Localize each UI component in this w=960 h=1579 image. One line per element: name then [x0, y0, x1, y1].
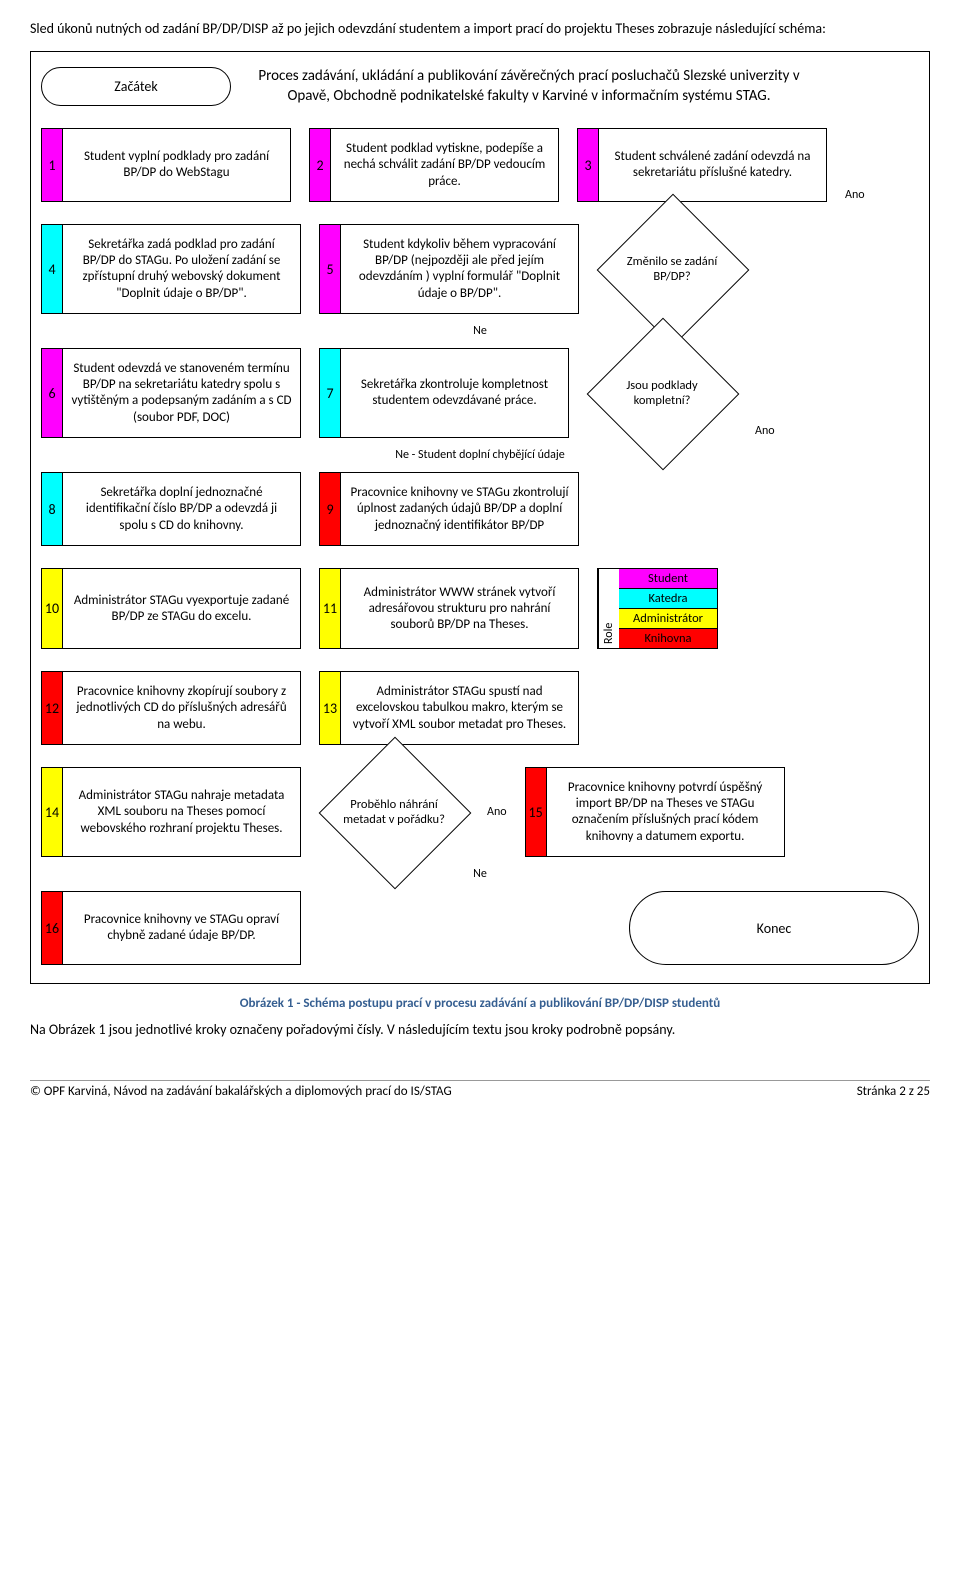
step-1: 1 Student vyplní podklady pro zadání BP/… — [41, 128, 291, 202]
decision-7: Jsou podklady kompletní? — [587, 348, 737, 438]
step-5-text: Student kdykoliv během vypracování BP/DP… — [341, 225, 578, 313]
role-cell: Katedra — [619, 589, 717, 609]
end-node: Konec — [629, 891, 919, 965]
step-8-num: 8 — [42, 473, 63, 545]
step-7-text: Sekretářka zkontroluje kompletnost stude… — [341, 349, 568, 437]
process-header: Proces zadávání, ukládání a publikování … — [249, 66, 809, 107]
step-3-text: Student schválené zadání odevzdá na sekr… — [599, 129, 826, 201]
role-cell: Student — [619, 569, 717, 589]
step-14-num: 14 — [42, 768, 63, 856]
figure-caption: Obrázek 1 - Schéma postupu prací v proce… — [30, 996, 930, 1011]
step-3: 3 Student schválené zadání odevzdá na se… — [577, 128, 827, 202]
decision-7-text: Jsou podklady kompletní? — [607, 378, 717, 408]
roles-legend-label: Role — [598, 569, 619, 648]
step-15-num: 15 — [526, 768, 547, 856]
step-11: 11 Administrátor WWW stránek vytvoří adr… — [319, 568, 579, 649]
step-1-num: 1 — [42, 129, 63, 201]
step-11-text: Administrátor WWW stránek vytvoří adresá… — [341, 569, 578, 648]
step-14-text: Administrátor STAGu nahraje metadata XML… — [63, 768, 300, 856]
step-16: 16 Pracovnice knihovny ve STAGu opraví c… — [41, 891, 301, 965]
step-16-num: 16 — [42, 892, 63, 964]
step-10-text: Administrátor STAGu vyexportuje zadané B… — [63, 569, 300, 648]
step-10-num: 10 — [42, 569, 63, 648]
role-cell: Knihovna — [619, 629, 717, 648]
decision-5: Změnilo se zadání BP/DP? — [597, 224, 747, 314]
step-3-num: 3 — [578, 129, 599, 201]
step-8: 8 Sekretářka doplní jednoznačné identifi… — [41, 472, 301, 546]
step-13-num: 13 — [320, 672, 341, 744]
step-4: 4 Sekretářka zadá podklad pro zadání BP/… — [41, 224, 301, 314]
step-7: 7 Sekretářka zkontroluje kompletnost stu… — [319, 348, 569, 438]
step-15-text: Pracovnice knihovny potvrdí úspěšný impo… — [547, 768, 784, 856]
roles-legend: Role StudentKatedraAdministrátorKnihovna — [597, 568, 718, 649]
decision-14: Proběhlo náhrání metadat v pořádku? — [319, 767, 469, 857]
diagram-frame: Začátek Proces zadávání, ukládání a publ… — [30, 51, 930, 985]
decision-14-text: Proběhlo náhrání metadat v pořádku? — [339, 797, 449, 827]
step-5-num: 5 — [320, 225, 341, 313]
step-12-text: Pracovnice knihovny zkopírují soubory z … — [63, 672, 300, 744]
step-14: 14 Administrátor STAGu nahraje metadata … — [41, 767, 301, 857]
step-5: 5 Student kdykoliv během vypracování BP/… — [319, 224, 579, 314]
decision-5-text: Změnilo se zadání BP/DP? — [617, 254, 727, 284]
step-12-num: 12 — [42, 672, 63, 744]
start-node: Začátek — [41, 67, 231, 106]
step-15: 15 Pracovnice knihovny potvrdí úspěšný i… — [525, 767, 785, 857]
step-9: 9 Pracovnice knihovny ve STAGu zkontrolu… — [319, 472, 579, 546]
footer-left: © OPF Karviná, Návod na zadávání bakalář… — [30, 1084, 452, 1099]
step-2-num: 2 — [310, 129, 331, 201]
step-1-text: Student vyplní podklady pro zadání BP/DP… — [63, 129, 290, 201]
step-2-text: Student podklad vytiskne, podepíše a nec… — [331, 129, 558, 201]
edge-ano-3: Ano — [487, 805, 507, 819]
step-13: 13 Administrátor STAGu spustí nad excelo… — [319, 671, 579, 745]
intro-text: Sled úkonů nutných od zadání BP/DP/DISP … — [30, 20, 930, 39]
step-4-num: 4 — [42, 225, 63, 313]
step-9-text: Pracovnice knihovny ve STAGu zkontrolují… — [341, 473, 578, 545]
step-6-text: Student odevzdá ve stanoveném termínu BP… — [63, 349, 300, 437]
edge-ano-1: Ano — [845, 188, 865, 202]
edge-ne-doplni: Ne - Student doplní chybějící údaje — [41, 448, 919, 462]
step-10: 10 Administrátor STAGu vyexportuje zadan… — [41, 568, 301, 649]
step-9-num: 9 — [320, 473, 341, 545]
edge-ne-1: Ne — [41, 324, 919, 338]
step-12: 12 Pracovnice knihovny zkopírují soubory… — [41, 671, 301, 745]
after-text: Na Obrázek 1 jsou jednotlivé kroky označ… — [30, 1021, 930, 1040]
step-7-num: 7 — [320, 349, 341, 437]
page-footer: © OPF Karviná, Návod na zadávání bakalář… — [30, 1080, 930, 1099]
step-4-text: Sekretářka zadá podklad pro zadání BP/DP… — [63, 225, 300, 313]
edge-ano-2: Ano — [755, 424, 775, 438]
step-2: 2 Student podklad vytiskne, podepíše a n… — [309, 128, 559, 202]
step-16-text: Pracovnice knihovny ve STAGu opraví chyb… — [63, 892, 300, 964]
step-8-text: Sekretářka doplní jednoznačné identifika… — [63, 473, 300, 545]
edge-ne-2: Ne — [41, 867, 919, 881]
step-6-num: 6 — [42, 349, 63, 437]
role-cell: Administrátor — [619, 609, 717, 629]
step-11-num: 11 — [320, 569, 341, 648]
step-13-text: Administrátor STAGu spustí nad excelovsk… — [341, 672, 578, 744]
step-6: 6 Student odevzdá ve stanoveném termínu … — [41, 348, 301, 438]
footer-right: Stránka 2 z 25 — [857, 1084, 930, 1099]
